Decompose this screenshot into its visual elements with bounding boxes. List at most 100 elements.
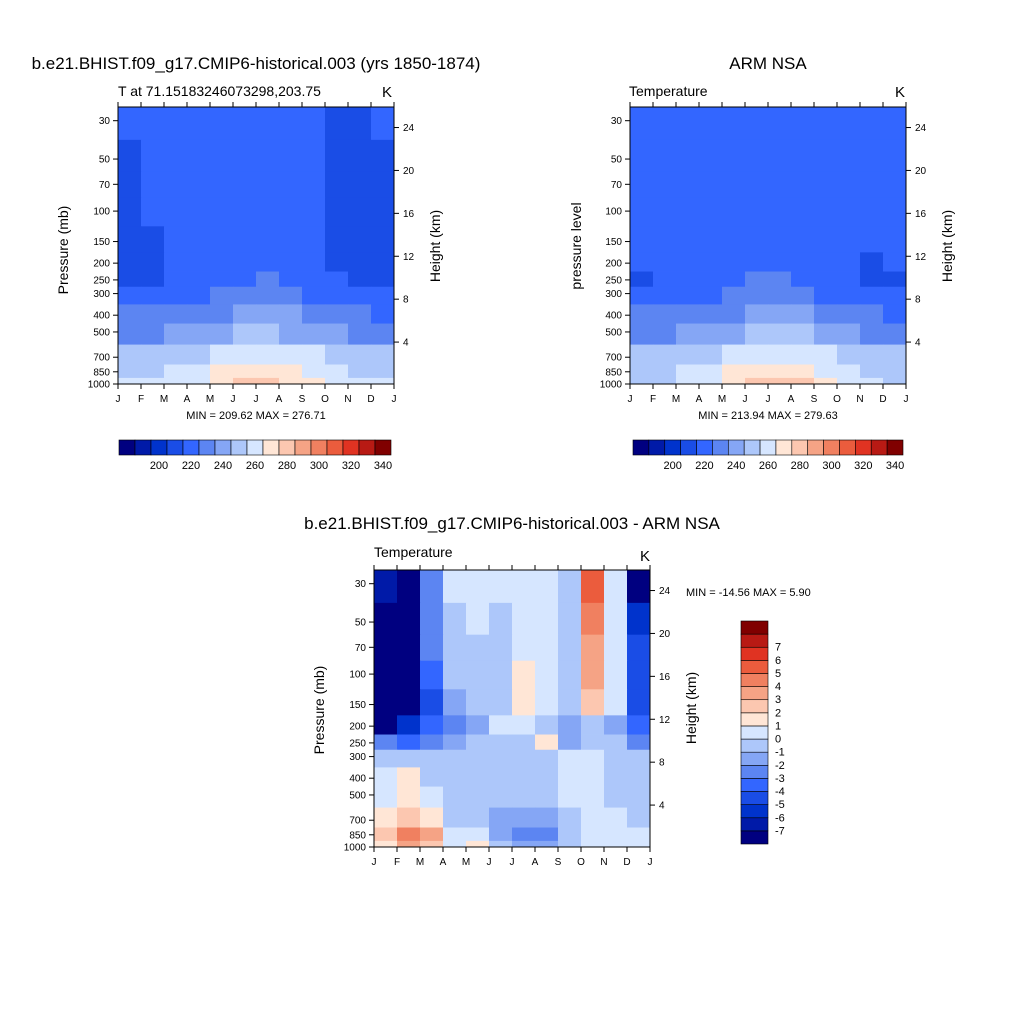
heatmap-cell bbox=[164, 377, 188, 384]
heatmap-cell bbox=[768, 271, 792, 288]
y-right-tick-label: 16 bbox=[403, 209, 415, 220]
heatmap-cell bbox=[397, 734, 421, 751]
heatmap-cell bbox=[837, 252, 861, 272]
heatmap-cell bbox=[443, 734, 467, 751]
colorbar-label: -6 bbox=[775, 812, 785, 824]
heatmap-cell bbox=[118, 197, 142, 227]
x-tick-label: F bbox=[394, 857, 400, 868]
y-tick-label: 500 bbox=[349, 790, 366, 801]
heatmap-cell bbox=[535, 734, 559, 751]
heatmap-cell bbox=[745, 107, 769, 141]
heatmap-cell bbox=[348, 252, 372, 272]
y-right-tick-label: 12 bbox=[403, 252, 415, 263]
colorbar-label: 240 bbox=[214, 460, 232, 472]
heatmap-cell bbox=[164, 364, 188, 379]
heatmap-cell bbox=[581, 767, 605, 787]
heatmap-cell bbox=[443, 767, 467, 787]
colorbar-label: -1 bbox=[775, 747, 785, 759]
heatmap-cell bbox=[630, 344, 654, 365]
heatmap-cell bbox=[141, 226, 165, 253]
heatmap-cell bbox=[791, 344, 815, 365]
heatmap-cell bbox=[118, 377, 142, 384]
heatmap-cell bbox=[883, 377, 906, 384]
heatmap-cells bbox=[630, 107, 906, 384]
heatmap-cell bbox=[791, 197, 815, 227]
colorbar-label: 200 bbox=[664, 460, 682, 472]
heatmap-cell bbox=[558, 749, 582, 768]
panel-diff-stats: MIN = -14.56 MAX = 5.90 bbox=[686, 587, 811, 599]
colorbar-swatch bbox=[342, 439, 360, 456]
heatmap-cell bbox=[699, 364, 723, 379]
panel-diff-ylabel-right: Height (km) bbox=[683, 672, 699, 744]
panel-obs-stats: MIN = 213.94 MAX = 279.63 bbox=[698, 410, 837, 422]
heatmap-cell bbox=[699, 171, 723, 199]
heatmap-cell bbox=[187, 139, 211, 173]
heatmap-cell bbox=[279, 107, 303, 141]
heatmap-cell bbox=[535, 827, 559, 842]
heatmap-cell bbox=[279, 252, 303, 272]
x-tick-label: A bbox=[532, 857, 539, 868]
colorbar-swatch bbox=[358, 439, 376, 456]
heatmap-cell bbox=[420, 734, 444, 751]
heatmap-cell bbox=[256, 364, 280, 379]
heatmap-cell bbox=[141, 171, 165, 199]
colorbar-swatch bbox=[839, 439, 856, 456]
colorbar-swatch bbox=[740, 725, 769, 740]
heatmap-cell bbox=[837, 171, 861, 199]
heatmap-cell bbox=[489, 660, 513, 690]
y-tick-label: 150 bbox=[605, 237, 622, 248]
heatmap-cell bbox=[791, 286, 815, 305]
heatmap-cell bbox=[814, 286, 838, 305]
heatmap-cell bbox=[630, 364, 654, 379]
heatmap-cell bbox=[768, 323, 792, 345]
heatmap-cell bbox=[302, 304, 326, 324]
heatmap-cell bbox=[722, 344, 746, 365]
heatmap-cell bbox=[768, 197, 792, 227]
x-tick-label: N bbox=[344, 394, 351, 405]
heatmap-cell bbox=[210, 364, 234, 379]
heatmap-cell bbox=[397, 786, 421, 808]
heatmap-cell bbox=[512, 634, 536, 662]
panel-obs-ylabel-right: Height (km) bbox=[939, 210, 955, 282]
heatmap-cell bbox=[699, 139, 723, 173]
heatmap-cell bbox=[653, 364, 677, 379]
heatmap-cell bbox=[420, 767, 444, 787]
heatmap-cell bbox=[233, 344, 257, 365]
heatmap-cell bbox=[141, 271, 165, 288]
heatmap-cell bbox=[371, 377, 394, 384]
heatmap-cell bbox=[397, 749, 421, 768]
heatmap-cell bbox=[279, 323, 303, 345]
colorbar-label: -7 bbox=[775, 825, 785, 837]
heatmap-cell bbox=[768, 286, 792, 305]
heatmap-cell bbox=[768, 139, 792, 173]
heatmap-cell bbox=[420, 570, 444, 604]
x-tick-label: M bbox=[672, 394, 680, 405]
heatmap-cell bbox=[489, 689, 513, 716]
heatmap-cell bbox=[141, 364, 165, 379]
x-tick-label: J bbox=[766, 394, 771, 405]
heatmap-cell bbox=[535, 602, 559, 636]
colorbar-label: -4 bbox=[775, 786, 785, 798]
heatmap-cell bbox=[883, 364, 906, 379]
y-right-tick-label: 24 bbox=[915, 123, 927, 134]
heatmap-cell bbox=[141, 323, 165, 345]
heatmap-cell bbox=[233, 304, 257, 324]
heatmap-cell bbox=[371, 139, 394, 173]
heatmap-cell bbox=[676, 377, 700, 384]
x-tick-label: S bbox=[555, 857, 562, 868]
heatmap-cell bbox=[722, 271, 746, 288]
heatmap-cell bbox=[141, 197, 165, 227]
heatmap-cell bbox=[627, 660, 650, 690]
heatmap-cell bbox=[233, 323, 257, 345]
heatmap-cell bbox=[489, 786, 513, 808]
panel-obs-units: K bbox=[895, 84, 905, 101]
heatmap-cell bbox=[420, 807, 444, 828]
heatmap-cell bbox=[722, 304, 746, 324]
heatmap-cell bbox=[558, 807, 582, 828]
heatmap-cell bbox=[745, 286, 769, 305]
x-tick-label: M bbox=[416, 857, 424, 868]
heatmap-cell bbox=[210, 304, 234, 324]
heatmap-cell bbox=[722, 252, 746, 272]
heatmap-cell bbox=[443, 786, 467, 808]
y-tick-label: 200 bbox=[349, 722, 366, 733]
